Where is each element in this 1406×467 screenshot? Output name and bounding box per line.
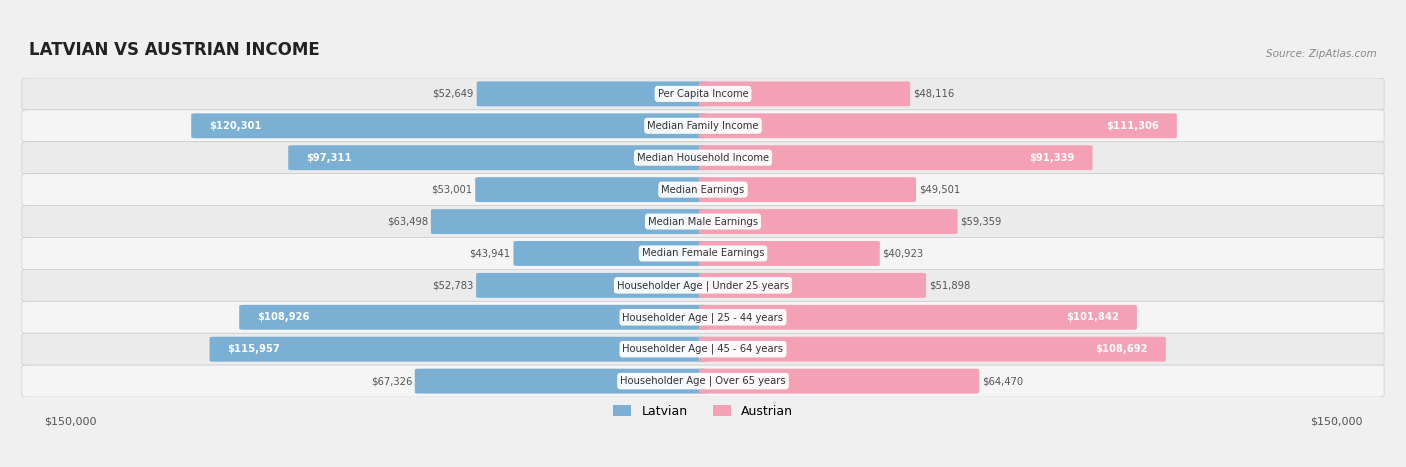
FancyBboxPatch shape: [477, 81, 707, 106]
FancyBboxPatch shape: [22, 269, 1384, 301]
FancyBboxPatch shape: [477, 273, 707, 298]
FancyBboxPatch shape: [430, 209, 707, 234]
Text: $48,116: $48,116: [912, 89, 955, 99]
Text: $52,783: $52,783: [432, 280, 474, 290]
Text: Median Female Earnings: Median Female Earnings: [641, 248, 765, 258]
FancyBboxPatch shape: [22, 365, 1384, 397]
Text: $97,311: $97,311: [307, 153, 352, 163]
Text: $111,306: $111,306: [1107, 121, 1159, 131]
Text: Median Family Income: Median Family Income: [647, 121, 759, 131]
Text: $53,001: $53,001: [432, 184, 472, 195]
Text: Median Male Earnings: Median Male Earnings: [648, 217, 758, 226]
FancyBboxPatch shape: [475, 177, 707, 202]
Text: $43,941: $43,941: [470, 248, 510, 258]
FancyBboxPatch shape: [191, 113, 707, 138]
Text: $91,339: $91,339: [1029, 153, 1074, 163]
Text: Householder Age | 45 - 64 years: Householder Age | 45 - 64 years: [623, 344, 783, 354]
Text: $64,470: $64,470: [981, 376, 1024, 386]
Text: $59,359: $59,359: [960, 217, 1001, 226]
Text: $150,000: $150,000: [1310, 416, 1362, 426]
Text: $108,926: $108,926: [257, 312, 309, 322]
Text: $67,326: $67,326: [371, 376, 412, 386]
FancyBboxPatch shape: [415, 368, 707, 394]
FancyBboxPatch shape: [239, 305, 707, 330]
FancyBboxPatch shape: [699, 337, 1166, 361]
Text: $120,301: $120,301: [209, 121, 262, 131]
FancyBboxPatch shape: [699, 241, 880, 266]
Text: $49,501: $49,501: [918, 184, 960, 195]
Legend: Latvian, Austrian: Latvian, Austrian: [607, 400, 799, 423]
FancyBboxPatch shape: [699, 209, 957, 234]
FancyBboxPatch shape: [699, 81, 910, 106]
Text: LATVIAN VS AUSTRIAN INCOME: LATVIAN VS AUSTRIAN INCOME: [28, 41, 319, 59]
Text: $52,649: $52,649: [433, 89, 474, 99]
Text: Median Earnings: Median Earnings: [661, 184, 745, 195]
FancyBboxPatch shape: [699, 273, 927, 298]
FancyBboxPatch shape: [699, 305, 1137, 330]
FancyBboxPatch shape: [22, 174, 1384, 205]
Text: Per Capita Income: Per Capita Income: [658, 89, 748, 99]
FancyBboxPatch shape: [22, 142, 1384, 174]
FancyBboxPatch shape: [699, 113, 1177, 138]
FancyBboxPatch shape: [22, 333, 1384, 365]
Text: Householder Age | Under 25 years: Householder Age | Under 25 years: [617, 280, 789, 290]
Text: $40,923: $40,923: [883, 248, 924, 258]
Text: $101,842: $101,842: [1066, 312, 1119, 322]
FancyBboxPatch shape: [22, 110, 1384, 142]
FancyBboxPatch shape: [22, 301, 1384, 333]
Text: Householder Age | Over 65 years: Householder Age | Over 65 years: [620, 376, 786, 386]
FancyBboxPatch shape: [22, 205, 1384, 238]
Text: $63,498: $63,498: [387, 217, 429, 226]
FancyBboxPatch shape: [22, 78, 1384, 110]
Text: Source: ZipAtlas.com: Source: ZipAtlas.com: [1267, 49, 1378, 59]
FancyBboxPatch shape: [288, 145, 707, 170]
Text: $108,692: $108,692: [1095, 344, 1147, 354]
FancyBboxPatch shape: [699, 177, 917, 202]
Text: $150,000: $150,000: [44, 416, 96, 426]
FancyBboxPatch shape: [209, 337, 707, 361]
Text: $51,898: $51,898: [929, 280, 970, 290]
Text: Median Household Income: Median Household Income: [637, 153, 769, 163]
Text: $115,957: $115,957: [228, 344, 280, 354]
FancyBboxPatch shape: [699, 368, 979, 394]
FancyBboxPatch shape: [513, 241, 707, 266]
FancyBboxPatch shape: [22, 238, 1384, 269]
Text: Householder Age | 25 - 44 years: Householder Age | 25 - 44 years: [623, 312, 783, 323]
FancyBboxPatch shape: [699, 145, 1092, 170]
